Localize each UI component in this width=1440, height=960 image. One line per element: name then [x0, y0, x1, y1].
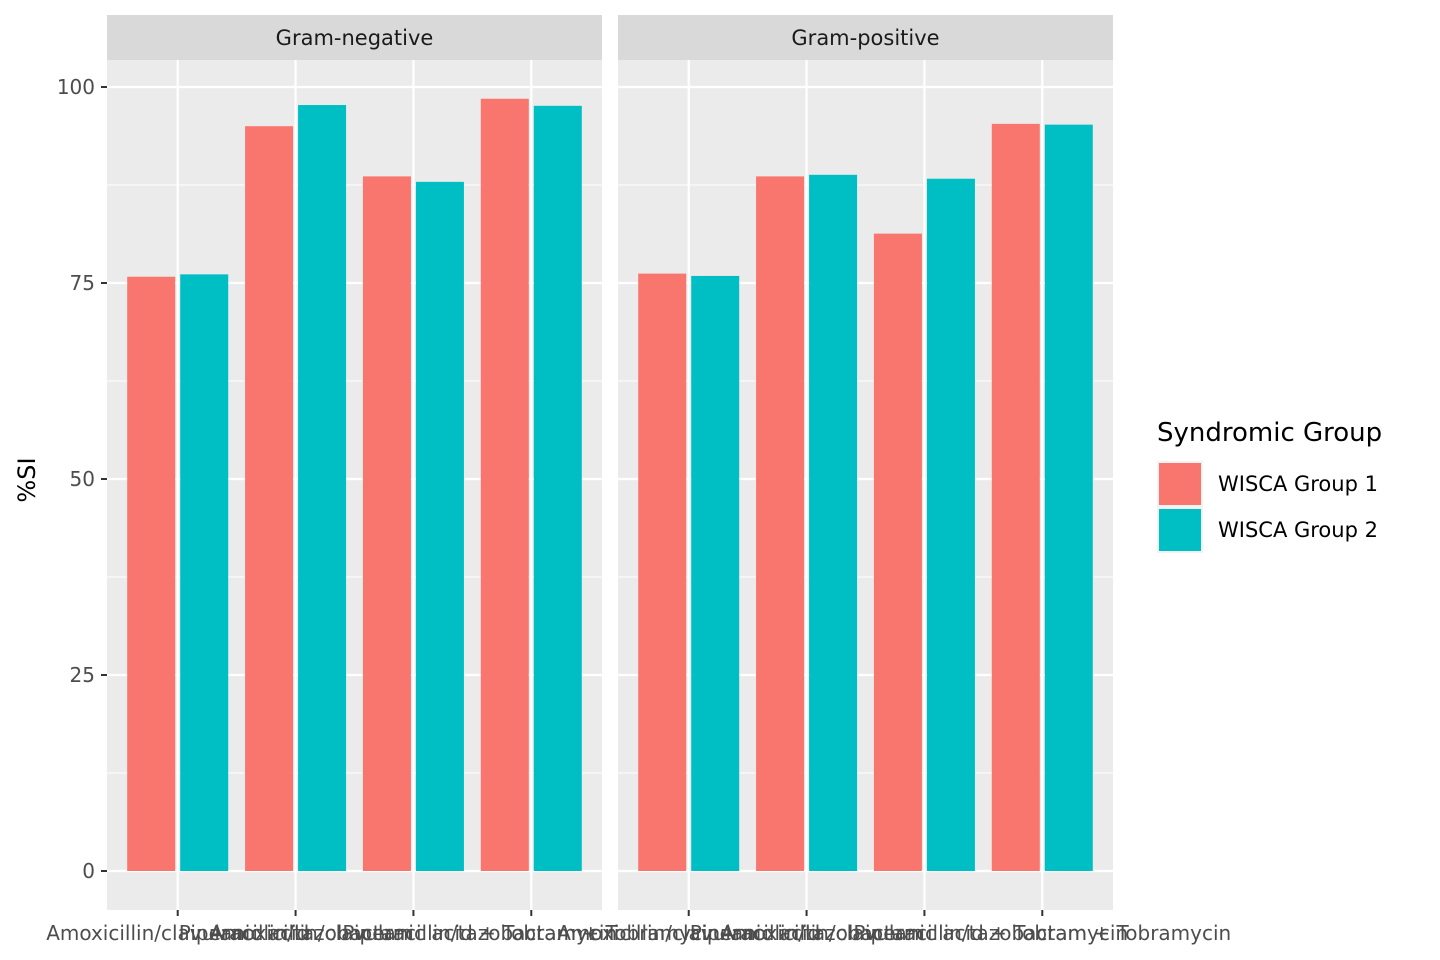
- bar-wisca-group-2: [298, 105, 347, 872]
- y-axis: 0 25 50 75 100: [57, 75, 107, 883]
- x-tick-label: Amoxicillin/clavulanic acid: [46, 921, 309, 945]
- facet-strip: [107, 15, 602, 60]
- bar-wisca-group-2: [809, 174, 858, 872]
- bar-wisca-group-1: [873, 233, 922, 871]
- y-tick-label: 50: [70, 467, 95, 491]
- legend-label: WISCA Group 2: [1218, 518, 1378, 542]
- bar-wisca-group-2: [1044, 124, 1093, 871]
- x-tick-label: Amoxicillin/clavulanic acid + Tobramycin: [210, 921, 617, 945]
- bar-wisca-group-1: [127, 276, 176, 871]
- bar-wisca-group-2: [180, 274, 229, 872]
- bar-wisca-group-2: [691, 275, 740, 872]
- panels: Gram-negative Amoxicillin/clavulanic acid…: [46, 15, 1231, 945]
- x-tick-label: Amoxicillin/clavulanic acid: [557, 921, 820, 945]
- bar-wisca-group-1: [638, 273, 687, 871]
- bar-wisca-group-1: [245, 126, 294, 871]
- facet-strip-title: Gram-positive: [791, 26, 939, 50]
- panel-0: Gram-negative Amoxicillin/clavulanic acid…: [46, 15, 720, 945]
- x-tick-label: Piperacillin/tazobactam + Tobramycin: [342, 921, 720, 945]
- facet-strip: [618, 15, 1113, 60]
- bar-wisca-group-1: [480, 98, 529, 871]
- y-tick-label: 100: [57, 75, 95, 99]
- x-tick-label: Amoxicillin/clavulanic acid + Tobramycin: [721, 921, 1128, 945]
- x-tick-label: Piperacillin/tazobactam + Tobramycin: [853, 921, 1231, 945]
- legend: Syndromic Group WISCA Group 1 WISCA Group…: [1157, 418, 1382, 553]
- bar-wisca-group-2: [926, 178, 975, 871]
- legend-swatch: [1159, 463, 1201, 505]
- y-axis-title: %SI: [13, 457, 41, 502]
- y-tick-label: 75: [70, 271, 95, 295]
- bar-wisca-group-2: [533, 105, 582, 872]
- legend-label: WISCA Group 1: [1218, 472, 1378, 496]
- x-tick-label: Piperacillin/tazobactam: [690, 921, 924, 945]
- legend-swatch: [1159, 509, 1201, 551]
- x-tick-label: Piperacillin/tazobactam: [179, 921, 413, 945]
- bar-wisca-group-1: [756, 176, 805, 872]
- bar-wisca-group-1: [991, 123, 1040, 871]
- y-tick-label: 25: [70, 663, 95, 687]
- bar-wisca-group-2: [415, 181, 464, 871]
- facet-strip-title: Gram-negative: [276, 26, 434, 50]
- y-tick-label: 0: [82, 859, 95, 883]
- bar-wisca-group-1: [362, 176, 411, 872]
- legend-title: Syndromic Group: [1157, 418, 1382, 448]
- panel-1: Gram-positive Amoxicillin/clavulanic acid…: [557, 15, 1231, 945]
